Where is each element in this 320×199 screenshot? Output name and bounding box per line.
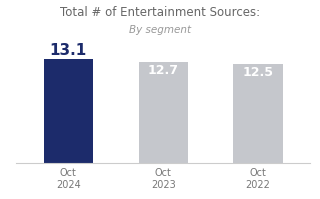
Bar	[139, 62, 188, 163]
Bar	[44, 59, 93, 163]
Text: 13.1: 13.1	[50, 43, 87, 58]
Text: Total # of Entertainment Sources:: Total # of Entertainment Sources:	[60, 6, 260, 19]
Text: 12.7: 12.7	[148, 64, 179, 77]
Bar	[234, 64, 283, 163]
Text: By segment: By segment	[129, 25, 191, 35]
Text: 12.5: 12.5	[243, 66, 274, 79]
